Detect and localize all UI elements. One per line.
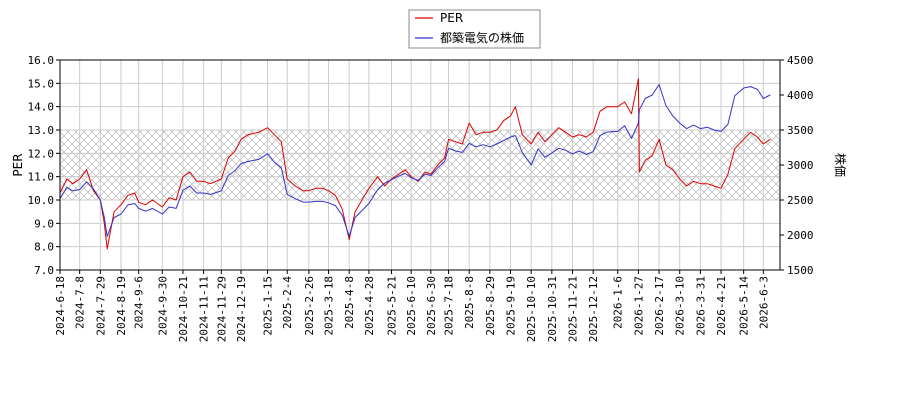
x-tick-label: 2025-9-19: [505, 276, 518, 336]
y-right-tick-label: 4500: [787, 54, 814, 67]
x-tick-label: 2026-5-14: [738, 276, 751, 336]
y-left-tick-label: 7.0: [34, 264, 54, 277]
x-tick-label: 2025-4-8: [343, 276, 356, 329]
x-tick-label: 2024-11-29: [215, 276, 228, 342]
y-left-tick-label: 8.0: [34, 241, 54, 254]
x-tick-label: 2026-3-10: [674, 276, 687, 336]
x-tick-label: 2026-2-17: [653, 276, 666, 336]
x-tick-label: 2025-11-21: [566, 276, 579, 342]
y-left-tick-label: 9.0: [34, 217, 54, 230]
y-axis-left-label: PER: [11, 153, 25, 176]
x-axis: 2024-6-18 2024-7-8 2024-7-29 2024-8-19 2024-…: [54, 270, 770, 342]
x-tick-label: 2026-6-3: [757, 276, 770, 329]
x-tick-label: 2025-6-10: [405, 276, 418, 336]
y-right-tick-label: 2000: [787, 229, 814, 242]
x-tick-label: 2024-8-19: [115, 276, 128, 336]
x-tick-label: 2025-8-29: [484, 276, 497, 336]
hatched-band: [60, 130, 780, 200]
x-tick-label: 2025-10-31: [546, 276, 559, 342]
y-right-tick-label: 2500: [787, 194, 814, 207]
y-right-tick-label: 1500: [787, 264, 814, 277]
y-right-tick-label: 3500: [787, 124, 814, 137]
y-left-tick-label: 16.0: [28, 54, 55, 67]
x-tick-label: 2025-7-18: [443, 276, 456, 336]
x-tick-label: 2024-9-6: [133, 276, 146, 329]
legend-per-label: PER: [440, 11, 463, 25]
y-axis-left: 7.0 8.0 9.0 10.0 11.0 12.0 13.0 14.0 15.0 16.0: [28, 54, 60, 277]
legend: PER 都築電気の株価: [408, 9, 541, 49]
y-left-tick-label: 15.0: [28, 77, 55, 90]
x-tick-label: 2024-7-8: [74, 276, 87, 329]
legend-box: [408, 9, 541, 49]
x-tick-label: 2025-6-30: [425, 276, 438, 336]
stock-price-line: [60, 84, 771, 237]
x-tick-label: 2024-9-30: [156, 276, 169, 336]
x-tick-label: 2026-3-31: [694, 276, 707, 336]
y-left-tick-label: 13.0: [28, 124, 55, 137]
y-left-tick-label: 11.0: [28, 171, 55, 184]
y-left-tick-label: 14.0: [28, 101, 55, 114]
x-tick-label: 2024-11-11: [198, 276, 211, 342]
x-tick-label: 2025-1-15: [262, 276, 275, 336]
y-axis-right-label: 株価: [833, 153, 848, 177]
x-tick-label: 2024-7-29: [94, 276, 107, 336]
x-tick-label: 2025-4-28: [363, 276, 376, 336]
x-tick-label: 2025-12-12: [587, 276, 600, 342]
x-tick-label: 2026-4-21: [715, 276, 728, 336]
series-lines: [60, 78, 771, 250]
y-right-tick-label: 4000: [787, 89, 814, 102]
x-tick-label: 2026-1-27: [632, 276, 645, 336]
y-axis-right: 1500 2000 2500 3000 3500 4000 4500: [780, 54, 814, 277]
legend-price-label: 都築電気の株価: [440, 30, 524, 45]
x-tick-label: 2026-1-6: [612, 276, 625, 329]
x-tick-label: 2025-3-18: [323, 276, 336, 336]
y-right-tick-label: 3000: [787, 159, 814, 172]
per-line: [60, 78, 771, 250]
x-tick-label: 2025-8-8: [463, 276, 476, 329]
x-tick-label: 2025-5-21: [386, 276, 399, 336]
x-tick-label: 2025-10-10: [525, 276, 538, 342]
x-tick-label: 2024-6-18: [54, 276, 67, 336]
x-tick-label: 2025-2-4: [281, 276, 294, 329]
y-left-tick-label: 12.0: [28, 147, 55, 160]
y-left-tick-label: 10.0: [28, 194, 55, 207]
x-tick-label: 2024-10-21: [177, 276, 190, 342]
x-tick-label: 2024-12-19: [235, 276, 248, 342]
x-tick-label: 2025-2-26: [303, 276, 316, 336]
